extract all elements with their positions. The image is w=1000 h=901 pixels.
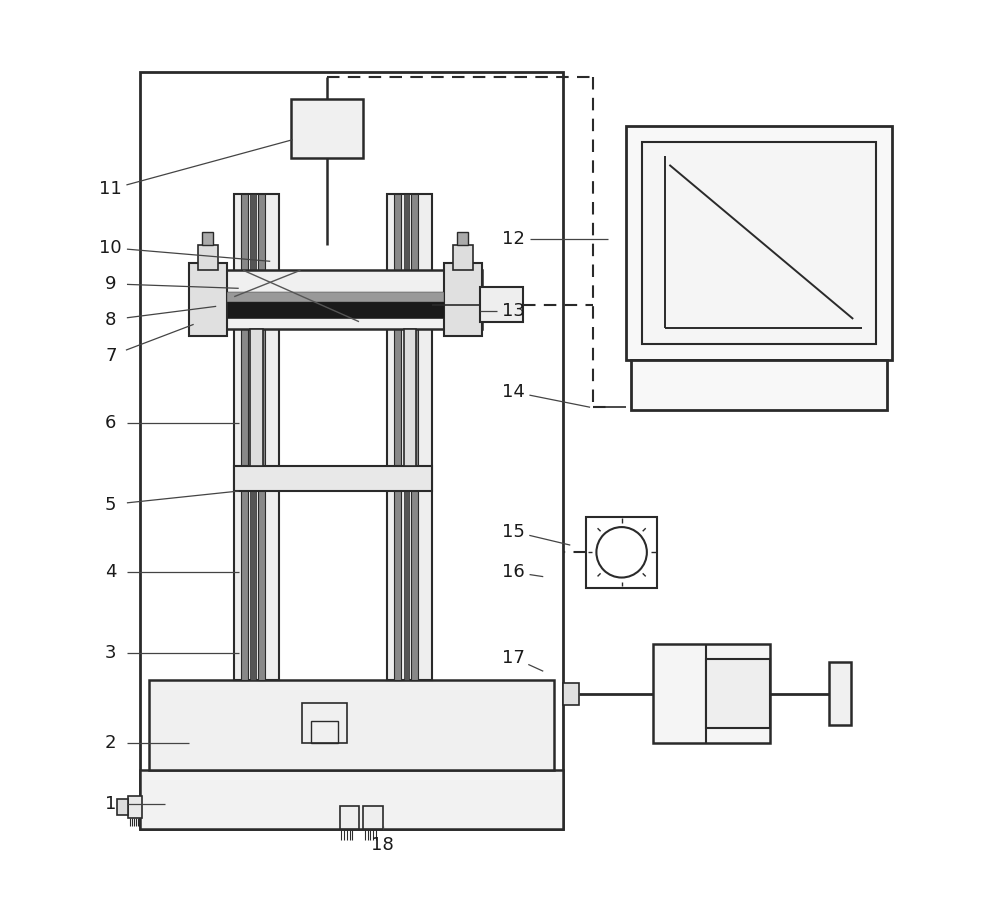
Bar <box>189 270 482 329</box>
Text: 6: 6 <box>105 414 116 432</box>
Bar <box>258 194 265 680</box>
Bar <box>250 194 256 680</box>
Bar <box>291 99 363 158</box>
Bar <box>653 644 770 743</box>
Bar <box>444 263 482 336</box>
Bar <box>302 703 347 743</box>
Bar <box>234 194 279 680</box>
Bar <box>241 194 248 680</box>
Text: 3: 3 <box>105 644 117 662</box>
Bar <box>202 232 213 245</box>
Text: 4: 4 <box>105 563 117 581</box>
Text: 1: 1 <box>105 795 116 813</box>
Text: 5: 5 <box>105 496 117 514</box>
Text: 9: 9 <box>105 275 117 293</box>
Bar <box>394 194 401 680</box>
Bar <box>128 796 142 818</box>
Text: 12: 12 <box>502 230 525 248</box>
Bar <box>140 72 563 829</box>
Bar <box>117 799 128 815</box>
Bar <box>387 194 432 680</box>
Bar <box>234 466 432 491</box>
Bar <box>631 360 887 410</box>
Text: 17: 17 <box>502 649 525 667</box>
Bar <box>480 287 523 322</box>
Bar <box>198 245 218 270</box>
Text: 7: 7 <box>105 347 117 365</box>
Bar <box>404 329 416 466</box>
Bar <box>140 770 563 829</box>
Bar <box>227 292 444 302</box>
Bar <box>706 660 770 728</box>
Bar <box>227 292 444 318</box>
Bar <box>453 245 473 270</box>
Text: 10: 10 <box>99 239 122 257</box>
Bar <box>404 194 409 680</box>
Bar <box>586 517 657 587</box>
Bar <box>642 142 876 344</box>
Bar <box>340 806 359 829</box>
Text: 13: 13 <box>502 302 525 320</box>
Text: 2: 2 <box>105 734 117 752</box>
Bar <box>311 721 338 743</box>
Text: 14: 14 <box>502 383 525 401</box>
Bar <box>189 263 227 336</box>
Text: 15: 15 <box>502 523 525 541</box>
Bar <box>149 680 554 770</box>
Bar <box>626 126 892 360</box>
Bar <box>457 232 468 245</box>
Bar <box>250 329 263 466</box>
Bar <box>563 683 579 705</box>
Text: 16: 16 <box>502 563 525 581</box>
Text: 8: 8 <box>105 311 116 329</box>
Bar <box>411 194 418 680</box>
Bar <box>829 662 851 725</box>
Text: 11: 11 <box>99 180 122 198</box>
Text: 18: 18 <box>371 836 394 854</box>
Bar <box>363 806 383 829</box>
